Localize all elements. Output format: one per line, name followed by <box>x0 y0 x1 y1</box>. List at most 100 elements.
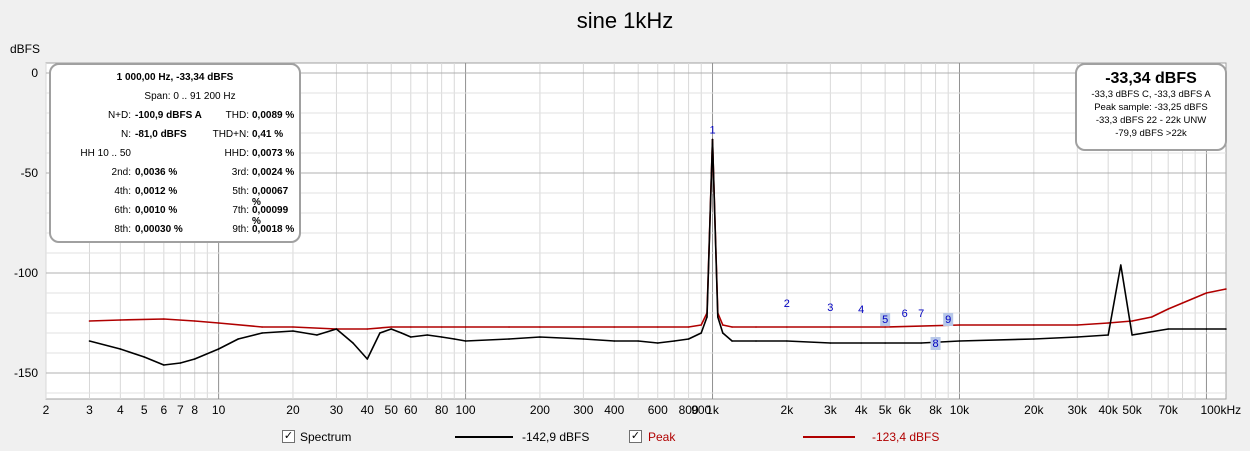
y-tick-label: -150 <box>14 366 38 380</box>
spectrum-data-point <box>1167 328 1169 330</box>
spectrum-data-point <box>829 342 832 344</box>
peak-data-point <box>163 318 165 320</box>
y-tick-label: -50 <box>21 166 39 180</box>
peak-legend-label: Peak <box>648 430 676 444</box>
stat-value: 0,0012 % <box>135 186 178 197</box>
x-tick-label: 300 <box>573 403 593 417</box>
spectrum-data-point <box>426 334 429 336</box>
peak-data-point <box>1225 288 1227 290</box>
stat-label: 2nd: <box>111 167 131 178</box>
spectrum-data-point <box>755 340 757 342</box>
spectrum-data-point <box>721 332 724 334</box>
harmonic-marker-7: 7 <box>918 308 924 320</box>
spectrum-data-point <box>400 332 403 334</box>
spectrum-data-point <box>656 342 659 344</box>
spectrum-data-point <box>217 348 220 350</box>
stat-label: THD+N: <box>212 129 249 140</box>
peak-data-point <box>217 322 220 324</box>
stat-value: 0,0018 % <box>252 224 295 235</box>
peak-data-point <box>1205 292 1208 294</box>
spectrum-checkbox[interactable]: ✓ <box>282 430 295 443</box>
x-tick-label: 1k <box>706 403 720 417</box>
stat-value: 0,0089 % <box>252 110 295 121</box>
spectrum-data-point <box>453 338 456 340</box>
x-tick-label: 3k <box>824 403 838 417</box>
peak-series-line <box>89 138 1227 330</box>
peak-data-point <box>366 328 369 330</box>
spectrum-data-point <box>613 340 616 342</box>
spectrum-data-point <box>1120 264 1122 266</box>
legend-bar: ✓ Spectrum -142,9 dBFS ✓ Peak -123,4 dBF… <box>0 426 1250 448</box>
peak-line-4: -79,9 dBFS >22k <box>1115 128 1187 139</box>
x-tick-label: 4 <box>117 403 124 417</box>
x-tick-label: 600 <box>648 403 668 417</box>
spectrum-data-point <box>335 328 338 330</box>
spectrum-data-point <box>920 342 923 344</box>
harmonic-marker-5: 5 <box>882 314 888 326</box>
stat-value: 0,0010 % <box>135 205 178 216</box>
spectrum-data-point <box>582 338 585 340</box>
peak-data-point <box>1131 320 1133 322</box>
peak-legend-line <box>803 436 855 438</box>
stat-value: -100,9 dBFS A <box>135 110 202 121</box>
x-tick-label: 7 <box>177 403 184 417</box>
spectrum-data-point <box>700 332 703 334</box>
series-layer <box>88 138 1227 366</box>
x-tick-label: 2k <box>781 403 795 417</box>
stat-value: 0,0024 % <box>252 167 295 178</box>
peak-data-point <box>721 324 724 326</box>
peak-data-point <box>613 326 616 328</box>
x-tick-label: 6k <box>898 403 912 417</box>
peak-data-point <box>829 326 832 328</box>
harmonic-marker-box <box>943 313 954 326</box>
stat-value: 0,00067 % <box>252 186 289 208</box>
spectrum-data-point <box>440 336 443 338</box>
peak-data-point <box>508 326 510 328</box>
spectrum-data-point <box>1225 328 1227 330</box>
harmonic-marker-2: 2 <box>784 298 790 310</box>
spectrum-data-point <box>716 316 719 318</box>
x-tick-label: 20 <box>286 403 300 417</box>
spectrum-data-point <box>958 340 961 342</box>
spectrum-data-point <box>673 340 676 342</box>
x-tick-label: 30k <box>1068 403 1088 417</box>
stat-label: HH 10 .. 50 <box>80 148 131 159</box>
peak-data-point <box>731 326 733 328</box>
spectrum-data-point <box>508 338 510 340</box>
peak-line-1: -33,3 dBFS C, -33,3 dBFS A <box>1091 89 1211 100</box>
peak-checkbox[interactable]: ✓ <box>629 430 642 443</box>
peak-data-point <box>1167 308 1169 310</box>
spectrum-data-point <box>390 328 393 330</box>
spectrum-data-point <box>706 316 708 318</box>
stat-value: 0,41 % <box>252 129 284 140</box>
x-tick-label: 80 <box>435 403 449 417</box>
x-tick-label: 100kHz <box>1200 403 1241 417</box>
peak-data-point <box>464 326 467 328</box>
spectrum-data-point <box>292 330 294 332</box>
spectrum-data-point <box>687 338 690 340</box>
x-tick-label: 4k <box>855 403 869 417</box>
x-tick-label: 10k <box>950 403 970 417</box>
peak-data-point <box>1107 322 1109 324</box>
harmonic-marker-box <box>880 313 891 326</box>
spectrum-data-point <box>163 364 165 366</box>
spectrum-legend-value: -142,9 dBFS <box>522 430 590 444</box>
peak-data-point <box>656 326 659 328</box>
harmonic-marker-3: 3 <box>827 302 833 314</box>
stat-label: 5th: <box>232 186 249 197</box>
y-tick-label: 0 <box>31 66 38 80</box>
peak-data-point <box>1076 324 1079 326</box>
spectrum-legend-line <box>455 436 513 438</box>
x-tick-label: 50 <box>385 403 399 417</box>
x-tick-label: 70k <box>1159 403 1179 417</box>
x-tick-label: 2 <box>43 403 50 417</box>
x-tick-label: 5 <box>141 403 148 417</box>
stat-label: THD: <box>225 110 249 121</box>
spectrum-data-point <box>237 338 239 340</box>
peak-data-point <box>1033 324 1035 326</box>
x-tick-label: 900 <box>691 403 711 417</box>
spectrum-data-point <box>1107 334 1109 336</box>
x-tick-label: 40 <box>361 403 375 417</box>
spectrum-data-point <box>316 334 318 336</box>
peak-data-point <box>687 326 690 328</box>
